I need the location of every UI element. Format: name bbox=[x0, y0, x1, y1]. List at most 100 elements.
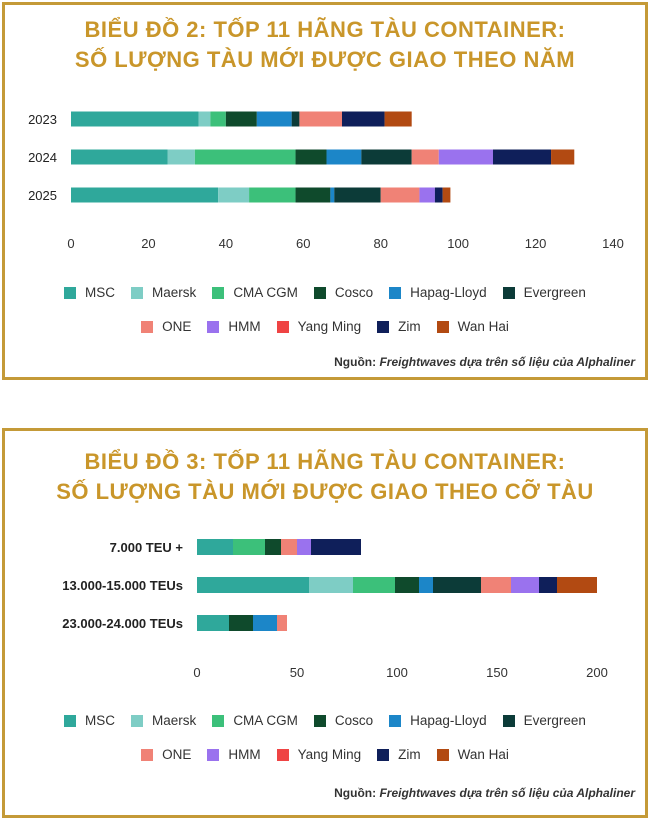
chart-panel-2: BIỂU ĐỒ 3: TỐP 11 HÃNG TÀU CONTAINER: SỐ… bbox=[2, 428, 648, 818]
legend-item-maersk: Maersk bbox=[131, 285, 196, 300]
legend-label-msc: MSC bbox=[85, 713, 116, 728]
chart-2-bar-7-000-teu-hmm bbox=[297, 539, 311, 555]
legend-item-hapag-lloyd: Hapag-Lloyd bbox=[389, 713, 487, 728]
chart-title-2: BIỂU ĐỒ 3: TỐP 11 HÃNG TÀU CONTAINER: SỐ… bbox=[5, 447, 645, 507]
chart-1-x-tick-120: 120 bbox=[525, 236, 547, 251]
chart-2-x-tick-50: 50 bbox=[290, 665, 304, 680]
chart-2-bar-7-000-teu-msc bbox=[197, 539, 233, 555]
legend-item-cosco: Cosco bbox=[313, 285, 374, 300]
chart-2-bar-7-000-teu-one bbox=[281, 539, 297, 555]
chart-2-bar-13-000-15-000-teus-hmm bbox=[511, 577, 539, 593]
chart-2-bar-23-000-24-000-teus-msc bbox=[197, 615, 229, 631]
chart-1-category-label-2025: 2025 bbox=[28, 188, 57, 203]
chart-2-bar-13-000-15-000-teus-one bbox=[481, 577, 511, 593]
legend-item-zim: Zim bbox=[377, 319, 421, 334]
legend-label-cosco: Cosco bbox=[334, 285, 374, 300]
legend-swatch-hmm bbox=[207, 748, 220, 761]
chart-1-x-tick-80: 80 bbox=[373, 236, 387, 251]
chart-2-bar-13-000-15-000-teus-wan-hai bbox=[557, 577, 597, 593]
chart-1-bar-2023-zim bbox=[342, 111, 385, 127]
chart-title-1-line-2: SỐ LƯỢNG TÀU MỚI ĐƯỢC GIAO THEO NĂM bbox=[74, 47, 576, 72]
chart-1-bar-2025-hapag-lloyd bbox=[330, 187, 335, 203]
chart-1-bar-2025-msc bbox=[71, 187, 219, 203]
chart-1-bar-2023-maersk bbox=[198, 111, 211, 127]
chart-1-bar-2024-hapag-lloyd bbox=[326, 149, 362, 165]
legend-label-one: ONE bbox=[162, 747, 192, 762]
chart-2-legend-row-1: MSC Maersk CMA CGM Cosco Hapag-Lloyd Evergree… bbox=[5, 713, 645, 728]
chart-2-legend-row-2: ONE HMM Yang Ming Zim Wan Hai bbox=[5, 747, 645, 762]
legend-label-hapag-lloyd: Hapag-Lloyd bbox=[410, 713, 487, 728]
legend-item-hmm: HMM bbox=[207, 747, 261, 762]
chart-2-source-prefix: Nguồn: bbox=[334, 786, 377, 800]
chart-2-bar-23-000-24-000-teus-cosco bbox=[229, 615, 253, 631]
legend-label-yang-ming: Yang Ming bbox=[297, 747, 362, 762]
chart-2-bar-23-000-24-000-teus-one bbox=[277, 615, 287, 631]
legend-label-cma-cgm: CMA CGM bbox=[233, 285, 298, 300]
chart-1-x-tick-20: 20 bbox=[141, 236, 155, 251]
legend-item-zim: Zim bbox=[377, 747, 421, 762]
chart-2-category-label-7-000-teu: 7.000 TEU + bbox=[110, 540, 184, 555]
legend-swatch-wan-hai bbox=[436, 748, 449, 761]
chart-1-source: Nguồn: Freightwaves dựa trên số liệu của… bbox=[334, 355, 635, 369]
chart-2-category-label-23-000-24-000-teus: 23.000-24.000 TEUs bbox=[62, 616, 183, 631]
chart-1-bar-2025-evergreen bbox=[334, 187, 381, 203]
legend-item-yang-ming: Yang Ming bbox=[276, 747, 362, 762]
chart-1-bar-2023-hapag-lloyd bbox=[256, 111, 292, 127]
chart-1-bar-2024-evergreen bbox=[361, 149, 412, 165]
legend-swatch-cma-cgm bbox=[212, 714, 225, 727]
legend-swatch-cosco bbox=[313, 714, 326, 727]
chart-title-1: BIỂU ĐỒ 2: TỐP 11 HÃNG TÀU CONTAINER: SỐ… bbox=[5, 15, 645, 75]
legend-label-maersk: Maersk bbox=[152, 285, 197, 300]
chart-2-bar-13-000-15-000-teus-maersk bbox=[309, 577, 353, 593]
chart-1-bar-2023-wan-hai bbox=[384, 111, 412, 127]
chart-1-bar-2023-msc bbox=[71, 111, 199, 127]
legend-swatch-evergreen bbox=[502, 286, 515, 299]
legend-swatch-maersk bbox=[131, 714, 144, 727]
legend-label-zim: Zim bbox=[398, 319, 421, 334]
chart-1-bar-2023-cosco bbox=[225, 111, 257, 127]
legend-item-cosco: Cosco bbox=[313, 713, 373, 728]
legend-label-wan-hai: Wan Hai bbox=[457, 747, 509, 762]
legend-item-cma-cgm: CMA CGM bbox=[212, 713, 298, 728]
legend-swatch-hapag-lloyd bbox=[389, 714, 402, 727]
chart-1-bar-2024-maersk bbox=[167, 149, 195, 165]
chart-1-bar-2024-cma-cgm bbox=[194, 149, 296, 165]
chart-title-1-line-1: BIỂU ĐỒ 2: TỐP 11 HÃNG TÀU CONTAINER: bbox=[84, 17, 566, 42]
legend-item-msc: MSC bbox=[64, 285, 115, 300]
legend-swatch-one bbox=[141, 320, 154, 333]
chart-1-bar-2025-one bbox=[380, 187, 420, 203]
chart-2-bar-13-000-15-000-teus-msc bbox=[197, 577, 309, 593]
legend-swatch-wan-hai bbox=[436, 320, 449, 333]
legend-item-evergreen: Evergreen bbox=[502, 285, 586, 300]
chart-1-source-prefix: Nguồn: bbox=[334, 355, 377, 369]
legend-item-hapag-lloyd: Hapag-Lloyd bbox=[389, 285, 487, 300]
chart-1-bar-2024-wan-hai bbox=[551, 149, 575, 165]
legend-item-cma-cgm: CMA CGM bbox=[212, 285, 298, 300]
chart-2-category-label-13-000-15-000-teus: 13.000-15.000 TEUs bbox=[62, 578, 183, 593]
chart-1-x-tick-100: 100 bbox=[447, 236, 469, 251]
legend-item-msc: MSC bbox=[64, 713, 115, 728]
chart-2-plot: 0 50 100 150 200 7.000 TEU + 13.000-15.000 TEU… bbox=[62, 539, 608, 680]
chart-1-x-tick-0: 0 bbox=[67, 236, 74, 251]
chart-title-2-line-1: BIỂU ĐỒ 3: TỐP 11 HÃNG TÀU CONTAINER: bbox=[84, 449, 566, 474]
legend-label-one: ONE bbox=[162, 319, 192, 334]
legend-item-wan-hai: Wan Hai bbox=[436, 319, 509, 334]
legend-label-cma-cgm: CMA CGM bbox=[233, 713, 298, 728]
chart-2-bar-7-000-teu-cosco bbox=[265, 539, 281, 555]
chart-2-bar-13-000-15-000-teus-zim bbox=[539, 577, 557, 593]
chart-1-bar-2025-wan-hai bbox=[442, 187, 451, 203]
chart-2-bar-13-000-15-000-teus-evergreen bbox=[433, 577, 481, 593]
chart-1-bar-2025-cma-cgm bbox=[249, 187, 296, 203]
chart-2-source-text: Freightwaves dựa trên số liệu của Alphal… bbox=[379, 786, 635, 800]
legend-item-wan-hai: Wan Hai bbox=[436, 747, 509, 762]
chart-2-bar-13-000-15-000-teus-cosco bbox=[395, 577, 419, 593]
chart-1-bar-2025-cosco bbox=[295, 187, 331, 203]
legend-item-hmm: HMM bbox=[207, 319, 261, 334]
legend-label-hapag-lloyd: Hapag-Lloyd bbox=[410, 285, 487, 300]
legend-label-msc: MSC bbox=[85, 285, 116, 300]
legend-label-hmm: HMM bbox=[228, 747, 261, 762]
legend-swatch-hmm bbox=[207, 320, 220, 333]
legend-label-hmm: HMM bbox=[228, 319, 261, 334]
legend-item-maersk: Maersk bbox=[131, 713, 196, 728]
chart-2-bar-7-000-teu-zim bbox=[311, 539, 361, 555]
